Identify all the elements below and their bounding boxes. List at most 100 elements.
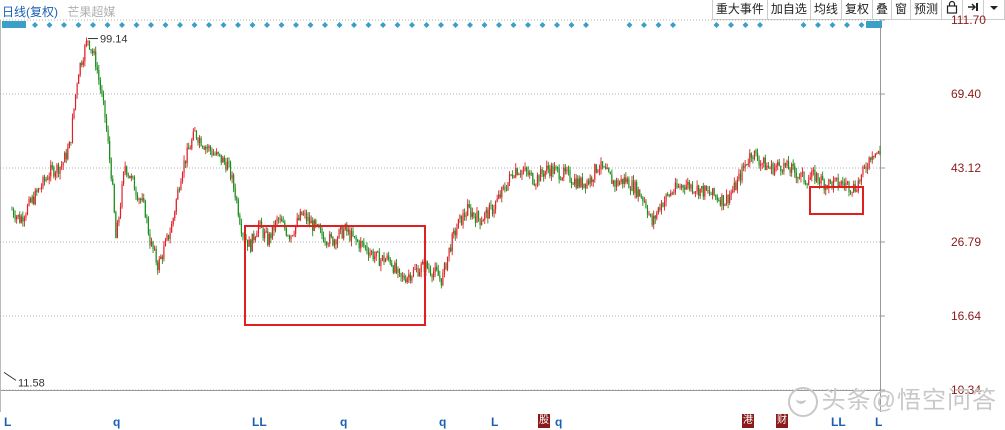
window-button[interactable]: 窗 <box>891 0 911 20</box>
event-marker-icon[interactable] <box>307 22 314 28</box>
lock-icon[interactable] <box>942 0 963 20</box>
event-marker-icon[interactable] <box>75 22 82 28</box>
candle-body <box>453 230 455 234</box>
candle-body <box>155 248 157 263</box>
event-marker-icon[interactable] <box>510 22 517 28</box>
x-axis-marker-label[interactable]: q <box>340 415 348 429</box>
x-axis-marker-label[interactable]: L <box>491 415 499 429</box>
event-marker-icon[interactable] <box>148 22 154 28</box>
event-marker-icon[interactable] <box>133 22 140 28</box>
event-marker-icon[interactable] <box>438 22 444 28</box>
event-marker-icon[interactable] <box>670 22 676 28</box>
event-marker-icon[interactable] <box>800 22 807 28</box>
event-marker-icon[interactable] <box>844 22 850 28</box>
candle-body <box>262 227 264 239</box>
event-marker-icon[interactable] <box>177 22 183 28</box>
event-marker-icon[interactable] <box>264 22 270 28</box>
moving-average-button[interactable]: 均线 <box>810 0 842 20</box>
event-marker-icon[interactable] <box>380 22 386 28</box>
event-marker-icon[interactable] <box>394 22 401 28</box>
event-marker-icon[interactable] <box>206 22 212 28</box>
event-marker-icon[interactable] <box>713 22 720 28</box>
candle-body <box>774 167 776 175</box>
x-axis-event-badge[interactable]: 港 <box>742 414 754 428</box>
event-marker-icon[interactable] <box>220 22 227 28</box>
candle-body <box>815 173 818 182</box>
candle-body <box>301 211 303 215</box>
event-marker-icon[interactable] <box>32 22 38 28</box>
add-watchlist-button[interactable]: 加自选 <box>767 0 811 20</box>
x-axis-marker-label[interactable]: q <box>555 415 563 429</box>
chart-period-label[interactable]: 日线(复权) <box>2 5 58 19</box>
event-marker-icon[interactable] <box>423 22 430 28</box>
x-axis-marker-label[interactable]: L <box>875 415 883 429</box>
event-marker-icon[interactable] <box>119 22 125 28</box>
x-axis-marker-label[interactable]: q <box>439 415 447 429</box>
event-marker-icon[interactable] <box>409 22 415 28</box>
event-marker-icon[interactable] <box>278 22 285 28</box>
x-axis-marker-label[interactable]: LL <box>831 415 846 429</box>
candle-body <box>876 153 878 155</box>
candle-body <box>99 79 101 90</box>
x-axis-marker-label[interactable]: L <box>4 415 12 429</box>
event-marker-icon[interactable] <box>452 22 459 28</box>
event-marker-icon[interactable] <box>46 22 53 28</box>
candle-body <box>129 175 131 179</box>
forecast-button[interactable]: 预测 <box>910 0 942 20</box>
event-marker-icon[interactable] <box>655 22 662 28</box>
candle-body <box>687 182 689 185</box>
candle-body <box>250 239 252 252</box>
skip-to-end-icon[interactable] <box>963 0 984 20</box>
event-marker-icon[interactable] <box>641 22 647 28</box>
candle-body <box>45 179 47 181</box>
event-marker-icon[interactable] <box>858 22 865 28</box>
major-events-button[interactable]: 重大事件 <box>712 0 768 20</box>
event-marker-icon[interactable] <box>104 22 111 28</box>
candle-body <box>290 235 292 240</box>
event-marker-icon[interactable] <box>235 22 241 28</box>
event-marker-icon[interactable] <box>467 22 473 28</box>
event-marker-icon[interactable] <box>61 22 67 28</box>
candle-body <box>341 226 343 239</box>
x-axis-event-badge[interactable]: 股 <box>538 414 550 428</box>
candle-body <box>42 177 44 187</box>
event-marker-icon[interactable] <box>829 22 836 28</box>
event-marker-icon[interactable] <box>365 22 372 28</box>
event-marker-icon[interactable] <box>191 22 198 28</box>
event-marker-icon[interactable] <box>2 21 26 28</box>
event-marker-icon[interactable] <box>757 22 763 28</box>
x-axis-marker-label[interactable]: q <box>113 415 121 429</box>
event-marker-icon[interactable] <box>90 22 96 28</box>
candle-body <box>360 241 362 249</box>
event-marker-icon[interactable] <box>539 22 546 28</box>
event-marker-icon[interactable] <box>728 22 734 28</box>
candlestick-chart[interactable]: 111.70 69.40 43.12 26.79 16.64 10.34 99.14 11.5… <box>0 0 1005 412</box>
event-marker-icon[interactable] <box>866 21 882 28</box>
event-marker-icon[interactable] <box>249 22 256 28</box>
candle-body <box>330 233 332 237</box>
event-marker-icon[interactable] <box>742 22 749 28</box>
candle-body <box>154 248 156 250</box>
price-adjust-button[interactable]: 复权 <box>841 0 873 20</box>
x-axis-marker-label[interactable]: LL <box>252 415 267 429</box>
event-marker-icon[interactable] <box>351 22 357 28</box>
candle-body <box>355 236 357 241</box>
event-marker-icon[interactable] <box>496 22 502 28</box>
candle-body <box>526 167 528 172</box>
event-marker-icon[interactable] <box>336 22 343 28</box>
event-marker-icon[interactable] <box>162 22 169 28</box>
candle-body <box>54 172 56 177</box>
event-marker-icon[interactable] <box>554 22 560 28</box>
event-marker-icon[interactable] <box>481 22 488 28</box>
event-marker-icon[interactable] <box>583 22 589 28</box>
event-marker-icon[interactable] <box>568 22 575 28</box>
candle-body <box>316 224 318 226</box>
event-marker-icon[interactable] <box>322 22 328 28</box>
event-marker-icon[interactable] <box>815 22 821 28</box>
event-marker-icon[interactable] <box>293 22 299 28</box>
candle-body <box>237 199 239 216</box>
event-marker-icon[interactable] <box>626 22 633 28</box>
event-marker-icon[interactable] <box>525 22 531 28</box>
y-tick-label: 26.79 <box>951 235 981 249</box>
x-axis-event-badge[interactable]: 财 <box>776 414 788 428</box>
